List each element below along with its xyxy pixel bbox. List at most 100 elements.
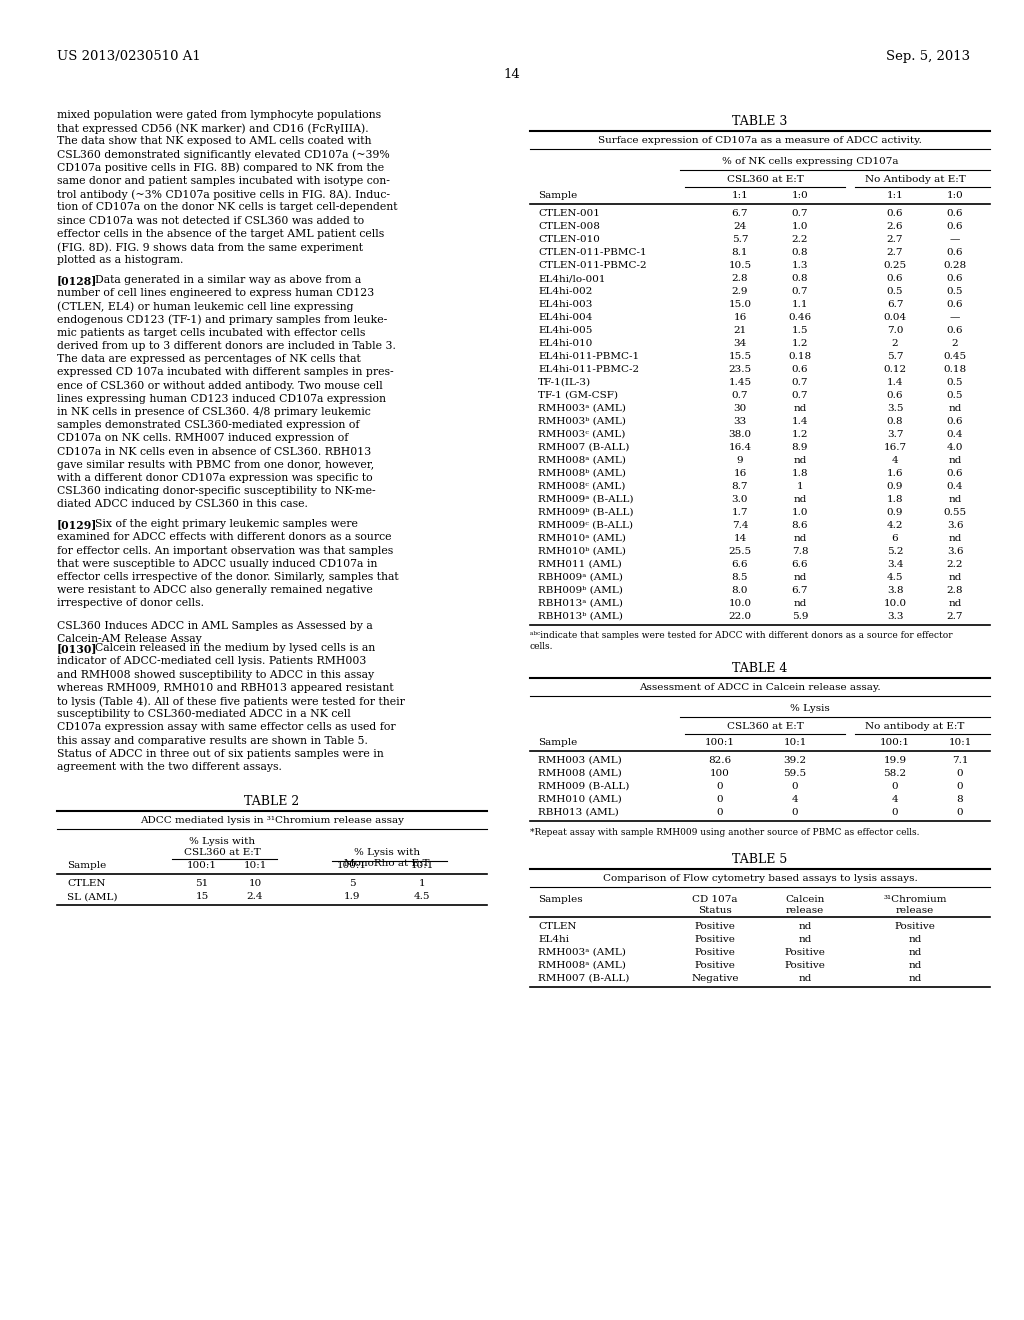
Text: 0: 0 — [717, 808, 723, 817]
Text: No Antibody at E:T: No Antibody at E:T — [864, 176, 966, 183]
Text: RMH008ᵇ (AML): RMH008ᵇ (AML) — [538, 469, 626, 478]
Text: MonoRho at E:T: MonoRho at E:T — [344, 859, 430, 869]
Text: 0.6: 0.6 — [947, 209, 964, 218]
Text: RBH013 (AML): RBH013 (AML) — [538, 808, 618, 817]
Text: 0.18: 0.18 — [943, 366, 967, 374]
Text: TF-1(IL-3): TF-1(IL-3) — [538, 378, 591, 387]
Text: number of cell lines engineered to express human CD123: number of cell lines engineered to expre… — [57, 288, 374, 298]
Text: 0.6: 0.6 — [887, 391, 903, 400]
Text: (CTLEN, EL4) or human leukemic cell line expressing: (CTLEN, EL4) or human leukemic cell line… — [57, 301, 353, 312]
Text: effector cells in the absence of the target AML patient cells: effector cells in the absence of the tar… — [57, 228, 384, 239]
Text: 7.8: 7.8 — [792, 546, 808, 556]
Text: 0.9: 0.9 — [887, 508, 903, 517]
Text: 100: 100 — [710, 770, 730, 777]
Text: 8.5: 8.5 — [732, 573, 749, 582]
Text: 8.7: 8.7 — [732, 482, 749, 491]
Text: agreement with the two different assays.: agreement with the two different assays. — [57, 762, 282, 772]
Text: 1:1: 1:1 — [731, 191, 749, 201]
Text: Positive: Positive — [694, 948, 735, 957]
Text: 33: 33 — [733, 417, 746, 426]
Text: RBH009ᵃ (AML): RBH009ᵃ (AML) — [538, 573, 623, 582]
Text: RMH007 (B-ALL): RMH007 (B-ALL) — [538, 444, 630, 451]
Text: CD107a on NK cells. RMH007 induced expression of: CD107a on NK cells. RMH007 induced expre… — [57, 433, 348, 444]
Text: 6.7: 6.7 — [887, 300, 903, 309]
Text: RMH010ᵇ (AML): RMH010ᵇ (AML) — [538, 546, 626, 556]
Text: 0.25: 0.25 — [884, 261, 906, 271]
Text: Assessment of ADCC in Calcein release assay.: Assessment of ADCC in Calcein release as… — [639, 682, 881, 692]
Text: RMH008ᶜ (AML): RMH008ᶜ (AML) — [538, 482, 626, 491]
Text: 1.8: 1.8 — [887, 495, 903, 504]
Text: 1.8: 1.8 — [792, 469, 808, 478]
Text: lines expressing human CD123 induced CD107a expression: lines expressing human CD123 induced CD1… — [57, 393, 386, 404]
Text: nd: nd — [948, 455, 962, 465]
Text: 3.6: 3.6 — [947, 521, 964, 531]
Text: % Lysis with: % Lysis with — [354, 847, 420, 857]
Text: 4.5: 4.5 — [414, 892, 430, 902]
Text: 5: 5 — [349, 879, 355, 888]
Text: TABLE 2: TABLE 2 — [245, 795, 300, 808]
Text: 2.2: 2.2 — [947, 560, 964, 569]
Text: Calcein-AM Release Assay: Calcein-AM Release Assay — [57, 634, 202, 644]
Text: 0.6: 0.6 — [947, 275, 964, 282]
Text: Positive: Positive — [694, 961, 735, 970]
Text: ᵃᵇᶜindicate that samples were tested for ADCC with different donors as a source : ᵃᵇᶜindicate that samples were tested for… — [530, 631, 952, 640]
Text: 2.8: 2.8 — [947, 586, 964, 595]
Text: 3.5: 3.5 — [887, 404, 903, 413]
Text: nd: nd — [948, 404, 962, 413]
Text: 10:1: 10:1 — [948, 738, 972, 747]
Text: RMH003ᵃ (AML): RMH003ᵃ (AML) — [538, 948, 626, 957]
Text: [0130]: [0130] — [57, 643, 97, 655]
Text: 3.6: 3.6 — [947, 546, 964, 556]
Text: that were susceptible to ADCC usually induced CD107a in: that were susceptible to ADCC usually in… — [57, 558, 378, 569]
Text: 1.0: 1.0 — [792, 508, 808, 517]
Text: —: — — [950, 313, 961, 322]
Text: 0: 0 — [956, 808, 964, 817]
Text: 2: 2 — [951, 339, 958, 348]
Text: RMH008ᵃ (AML): RMH008ᵃ (AML) — [538, 961, 626, 970]
Text: CTLEN-010: CTLEN-010 — [538, 235, 600, 244]
Text: RMH007 (B-ALL): RMH007 (B-ALL) — [538, 974, 630, 983]
Text: 100:1: 100:1 — [705, 738, 735, 747]
Text: No antibody at E:T: No antibody at E:T — [865, 722, 965, 731]
Text: Data generated in a similar way as above from a: Data generated in a similar way as above… — [95, 275, 361, 285]
Text: Positive: Positive — [895, 921, 936, 931]
Text: 14: 14 — [504, 69, 520, 81]
Text: nd: nd — [794, 573, 807, 582]
Text: 1.1: 1.1 — [792, 300, 808, 309]
Text: 0.6: 0.6 — [947, 469, 964, 478]
Text: 8.1: 8.1 — [732, 248, 749, 257]
Text: 15: 15 — [196, 892, 209, 902]
Text: 19.9: 19.9 — [884, 756, 906, 766]
Text: 6.7: 6.7 — [792, 586, 808, 595]
Text: 30: 30 — [733, 404, 746, 413]
Text: 0: 0 — [956, 770, 964, 777]
Text: RMH003ᶜ (AML): RMH003ᶜ (AML) — [538, 430, 626, 440]
Text: 7.0: 7.0 — [887, 326, 903, 335]
Text: RMH003 (AML): RMH003 (AML) — [538, 756, 622, 766]
Text: nd: nd — [948, 535, 962, 543]
Text: since CD107a was not detected if CSL360 was added to: since CD107a was not detected if CSL360 … — [57, 215, 365, 226]
Text: nd: nd — [794, 599, 807, 609]
Text: derived from up to 3 different donors are included in Table 3.: derived from up to 3 different donors ar… — [57, 341, 396, 351]
Text: CSL360 at E:T: CSL360 at E:T — [183, 847, 260, 857]
Text: 1.4: 1.4 — [792, 417, 808, 426]
Text: nd: nd — [794, 495, 807, 504]
Text: % Lysis: % Lysis — [791, 704, 829, 713]
Text: 6: 6 — [892, 535, 898, 543]
Text: 3.8: 3.8 — [887, 586, 903, 595]
Text: in NK cells in presence of CSL360. 4/8 primary leukemic: in NK cells in presence of CSL360. 4/8 p… — [57, 407, 371, 417]
Text: susceptibility to CSL360-mediated ADCC in a NK cell: susceptibility to CSL360-mediated ADCC i… — [57, 709, 351, 719]
Text: Calcein released in the medium by lysed cells is an: Calcein released in the medium by lysed … — [95, 643, 375, 653]
Text: 0.7: 0.7 — [792, 286, 808, 296]
Text: 0.18: 0.18 — [788, 352, 812, 360]
Text: RMH010ᵃ (AML): RMH010ᵃ (AML) — [538, 535, 626, 543]
Text: % of NK cells expressing CD107a: % of NK cells expressing CD107a — [722, 157, 898, 166]
Text: 1: 1 — [419, 879, 425, 888]
Text: 0: 0 — [792, 781, 799, 791]
Text: 4.2: 4.2 — [887, 521, 903, 531]
Text: 3.7: 3.7 — [887, 430, 903, 440]
Text: 100:1: 100:1 — [880, 738, 910, 747]
Text: with a different donor CD107a expression was specific to: with a different donor CD107a expression… — [57, 473, 373, 483]
Text: samples demonstrated CSL360-mediated expression of: samples demonstrated CSL360-mediated exp… — [57, 420, 359, 430]
Text: CSL360 at E:T: CSL360 at E:T — [727, 176, 804, 183]
